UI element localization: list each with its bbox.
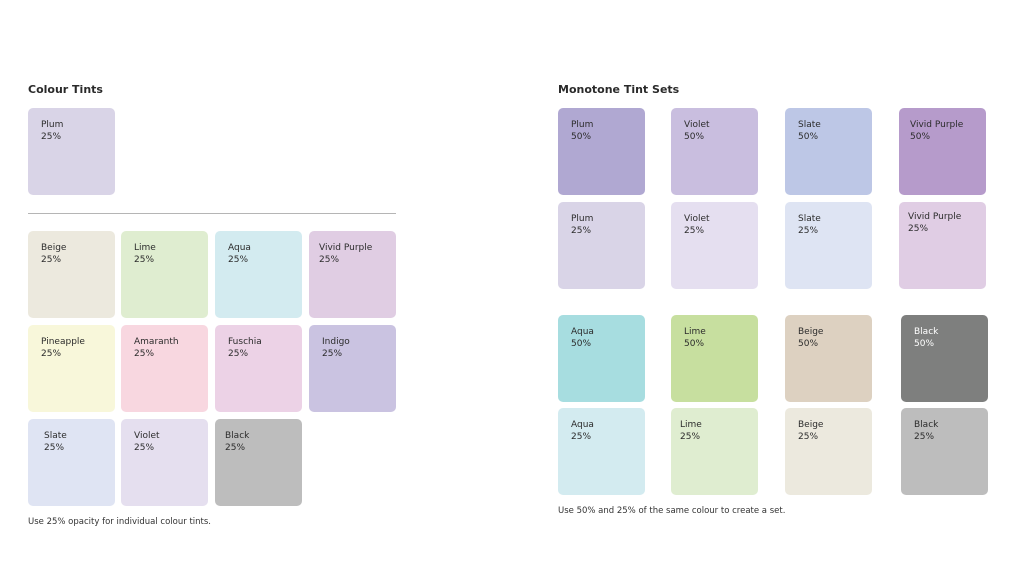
swatch-vivid-purple-50: Vivid Purple 50% bbox=[899, 108, 986, 195]
colour-tints-title: Colour Tints bbox=[28, 83, 103, 96]
swatch-opacity: 25% bbox=[41, 132, 62, 142]
swatch-aqua-25-set: Aqua 25% bbox=[558, 408, 645, 495]
swatch-opacity: 25% bbox=[684, 226, 705, 236]
swatch-opacity: 25% bbox=[680, 432, 701, 442]
swatch-opacity: 25% bbox=[908, 224, 929, 234]
swatch-name: Violet bbox=[134, 431, 160, 441]
swatch-opacity: 25% bbox=[798, 432, 819, 442]
swatch-opacity: 25% bbox=[571, 432, 592, 442]
swatch-black-25: Black 25% bbox=[215, 419, 302, 506]
swatch-opacity: 50% bbox=[571, 339, 592, 349]
swatch-fuschia-25: Fuschia 25% bbox=[215, 325, 302, 412]
swatch-opacity: 25% bbox=[914, 432, 935, 442]
swatch-opacity: 50% bbox=[684, 339, 705, 349]
swatch-opacity: 25% bbox=[798, 226, 819, 236]
swatch-name: Beige bbox=[798, 327, 824, 337]
swatch-name: Aqua bbox=[571, 420, 594, 430]
swatch-name: Violet bbox=[684, 214, 710, 224]
swatch-opacity: 25% bbox=[41, 349, 62, 359]
swatch-opacity: 25% bbox=[322, 349, 343, 359]
swatch-name: Vivid Purple bbox=[910, 120, 964, 130]
swatch-opacity: 50% bbox=[910, 132, 931, 142]
swatch-opacity: 25% bbox=[41, 255, 62, 265]
swatch-opacity: 50% bbox=[684, 132, 705, 142]
swatch-opacity: 50% bbox=[914, 339, 935, 349]
monotone-tint-sets-note: Use 50% and 25% of the same colour to cr… bbox=[558, 506, 786, 516]
swatch-opacity: 25% bbox=[319, 255, 340, 265]
swatch-vivid-purple-25: Vivid Purple 25% bbox=[309, 231, 396, 318]
section-divider bbox=[28, 213, 396, 214]
swatch-aqua-25: Aqua 25% bbox=[215, 231, 302, 318]
swatch-opacity: 25% bbox=[134, 349, 155, 359]
swatch-name: Amaranth bbox=[134, 337, 179, 347]
swatch-name: Lime bbox=[684, 327, 706, 337]
swatch-name: Aqua bbox=[228, 243, 251, 253]
swatch-name: Plum bbox=[571, 214, 594, 224]
swatch-indigo-25: Indigo 25% bbox=[309, 325, 396, 412]
swatch-name: Slate bbox=[798, 120, 821, 130]
swatch-violet-25: Violet 25% bbox=[121, 419, 208, 506]
swatch-name: Indigo bbox=[322, 337, 350, 347]
swatch-opacity: 25% bbox=[134, 255, 155, 265]
swatch-opacity: 50% bbox=[571, 132, 592, 142]
swatch-opacity: 25% bbox=[134, 443, 155, 453]
swatch-name: Aqua bbox=[571, 327, 594, 337]
swatch-vivid-purple-25-set: Vivid Purple 25% bbox=[899, 202, 986, 289]
swatch-name: Vivid Purple bbox=[319, 243, 373, 253]
swatch-opacity: 25% bbox=[228, 349, 249, 359]
swatch-opacity: 25% bbox=[571, 226, 592, 236]
monotone-tint-sets-title: Monotone Tint Sets bbox=[558, 83, 680, 96]
swatch-opacity: 50% bbox=[798, 339, 819, 349]
swatch-plum-25: Plum 25% bbox=[28, 108, 115, 195]
swatch-name: Fuschia bbox=[228, 337, 262, 347]
swatch-plum-25-set: Plum 25% bbox=[558, 202, 645, 289]
swatch-name: Black bbox=[914, 327, 939, 337]
swatch-amaranth-25: Amaranth 25% bbox=[121, 325, 208, 412]
swatch-plum-50: Plum 50% bbox=[558, 108, 645, 195]
swatch-lime-25-set: Lime 25% bbox=[671, 408, 758, 495]
swatch-name: Vivid Purple bbox=[908, 212, 962, 222]
swatch-name: Black bbox=[225, 431, 250, 441]
swatch-opacity: 25% bbox=[44, 443, 65, 453]
swatch-name: Plum bbox=[41, 120, 64, 130]
swatch-pineapple-25: Pineapple 25% bbox=[28, 325, 115, 412]
swatch-opacity: 50% bbox=[798, 132, 819, 142]
swatch-name: Slate bbox=[44, 431, 67, 441]
swatch-name: Pineapple bbox=[41, 337, 85, 347]
swatch-beige-25: Beige 25% bbox=[28, 231, 115, 318]
swatch-name: Violet bbox=[684, 120, 710, 130]
swatch-beige-25-set: Beige 25% bbox=[785, 408, 872, 495]
swatch-violet-50: Violet 50% bbox=[671, 108, 758, 195]
swatch-name: Beige bbox=[798, 420, 824, 430]
swatch-lime-50: Lime 50% bbox=[671, 315, 758, 402]
swatch-name: Black bbox=[914, 420, 939, 430]
swatch-name: Plum bbox=[571, 120, 594, 130]
swatch-slate-25: Slate 25% bbox=[28, 419, 115, 506]
swatch-black-50: Black 50% bbox=[901, 315, 988, 402]
swatch-name: Lime bbox=[680, 420, 702, 430]
swatch-opacity: 25% bbox=[225, 443, 246, 453]
swatch-opacity: 25% bbox=[228, 255, 249, 265]
swatch-name: Lime bbox=[134, 243, 156, 253]
swatch-name: Slate bbox=[798, 214, 821, 224]
swatch-beige-50: Beige 50% bbox=[785, 315, 872, 402]
swatch-name: Beige bbox=[41, 243, 67, 253]
swatch-slate-25-set: Slate 25% bbox=[785, 202, 872, 289]
swatch-aqua-50: Aqua 50% bbox=[558, 315, 645, 402]
swatch-slate-50: Slate 50% bbox=[785, 108, 872, 195]
swatch-lime-25: Lime 25% bbox=[121, 231, 208, 318]
swatch-black-25-set: Black 25% bbox=[901, 408, 988, 495]
swatch-violet-25-set: Violet 25% bbox=[671, 202, 758, 289]
colour-tints-note: Use 25% opacity for individual colour ti… bbox=[28, 517, 211, 527]
